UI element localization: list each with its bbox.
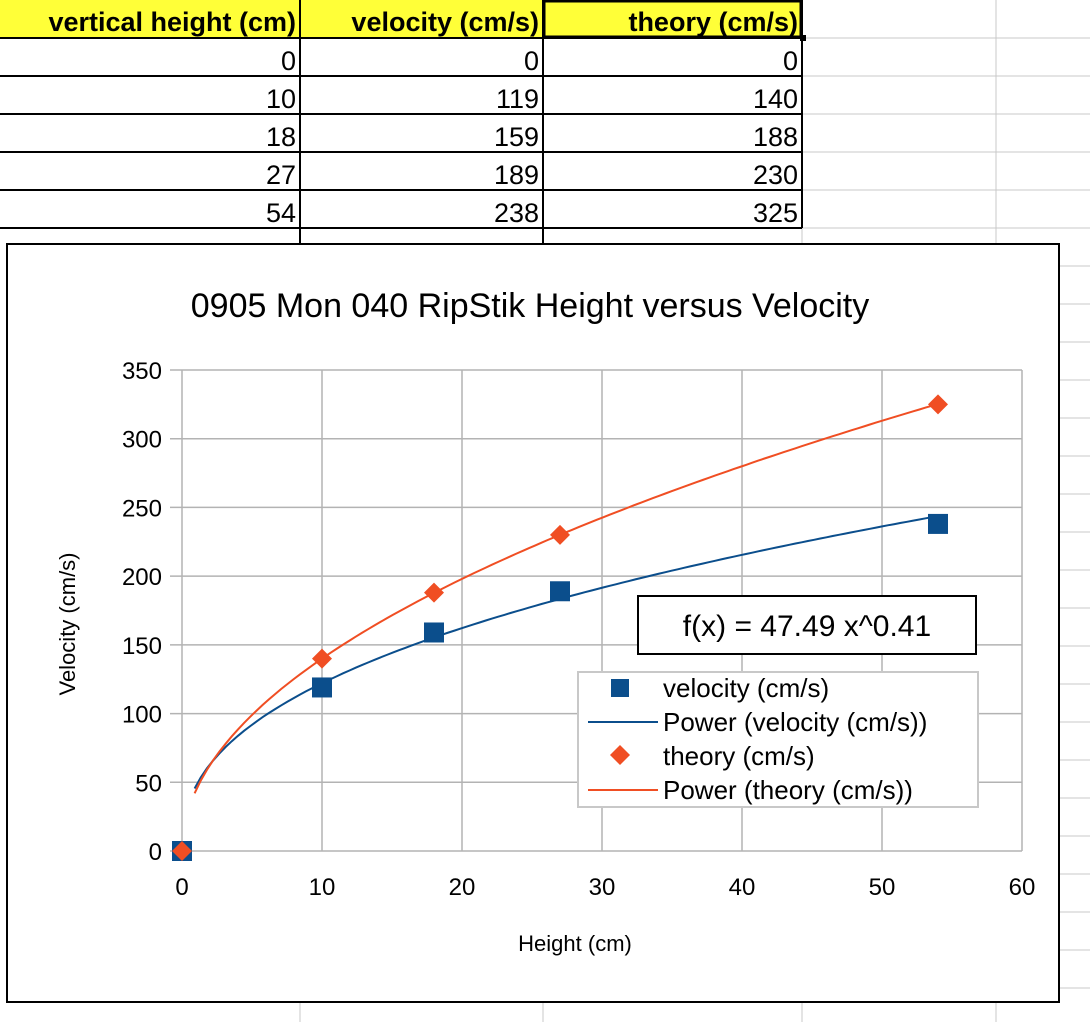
legend: velocity (cm/s) Power (velocity (cm/s)) … <box>577 671 979 808</box>
x-tick-label: 20 <box>449 874 476 901</box>
velocity-point <box>312 677 332 698</box>
header-fill <box>0 0 802 38</box>
x-tick-label: 40 <box>729 874 756 901</box>
x-axis-label: Height (cm) <box>518 931 632 956</box>
legend-velocity-label: velocity (cm/s) <box>663 673 829 703</box>
x-tick-label: 10 <box>309 874 336 901</box>
y-tick-label: 0 <box>149 839 162 866</box>
y-tick-label: 300 <box>122 427 162 454</box>
table-cell[interactable]: 10 <box>266 84 296 114</box>
legend-velocity-trend-label: Power (velocity (cm/s)) <box>663 707 927 737</box>
theory-point <box>928 394 948 415</box>
legend-velocity-marker <box>611 679 629 697</box>
chart-plot: 0905 Mon 040 RipStik Height versus Veloc… <box>55 287 1035 956</box>
theory-point <box>424 582 444 603</box>
table-cell[interactable]: 54 <box>266 198 296 228</box>
theory-point <box>172 841 192 861</box>
data-markers <box>172 394 948 861</box>
y-axis-label: Velocity (cm/s) <box>55 552 80 695</box>
x-tick-label: 50 <box>869 874 896 901</box>
table-cell[interactable]: 325 <box>753 198 798 228</box>
table-borders <box>0 0 803 243</box>
y-tick-label: 250 <box>122 495 162 522</box>
legend-theory-marker <box>610 745 630 765</box>
equation-label: f(x) = 47.49 x^0.41 <box>683 610 931 643</box>
table-cell[interactable]: 0 <box>524 46 539 76</box>
legend-theory-label: theory (cm/s) <box>663 741 815 771</box>
table-cell[interactable]: 119 <box>496 84 539 114</box>
chart-title: 0905 Mon 040 RipStik Height versus Veloc… <box>191 287 869 325</box>
table-cell[interactable]: 238 <box>494 198 539 228</box>
header-vertical-height[interactable]: vertical height (cm) <box>48 7 296 37</box>
table-cell[interactable]: 140 <box>753 84 798 114</box>
velocity-point <box>424 622 444 643</box>
table-cell[interactable]: 0 <box>783 46 798 76</box>
chart-object[interactable]: 0905 Mon 040 RipStik Height versus Veloc… <box>6 243 1060 1003</box>
table-cell[interactable]: 189 <box>494 160 539 190</box>
table-header-row: vertical height (cm) velocity (cm/s) the… <box>48 7 798 37</box>
y-tick-label: 150 <box>122 633 162 660</box>
y-tick-label: 100 <box>122 702 162 729</box>
table-cell[interactable]: 159 <box>494 122 539 152</box>
table-cell[interactable]: 0 <box>281 46 296 76</box>
header-velocity[interactable]: velocity (cm/s) <box>351 7 539 37</box>
table-cell[interactable]: 188 <box>753 122 798 152</box>
y-tick-label: 200 <box>122 564 162 591</box>
velocity-point <box>550 581 570 602</box>
table-cell[interactable]: 27 <box>266 160 296 190</box>
legend-theory-trend-label: Power (theory (cm/s)) <box>663 775 913 805</box>
table-cell[interactable]: 230 <box>753 160 798 190</box>
x-tick-label: 30 <box>589 874 616 901</box>
table-body: 0 0 0 10 119 140 18 159 188 27 189 230 5… <box>266 46 798 228</box>
tick-labels: 0 10 20 30 40 50 60 0 50 100 150 200 250 300 350 <box>122 358 1035 901</box>
y-tick-label: 350 <box>122 358 162 385</box>
equation-box: f(x) = 47.49 x^0.41 <box>637 595 977 655</box>
header-theory[interactable]: theory (cm/s) <box>628 7 798 37</box>
y-tick-label: 50 <box>135 770 162 797</box>
x-tick-label: 0 <box>175 874 188 901</box>
theory-point <box>312 648 332 669</box>
x-tick-label: 60 <box>1009 874 1036 901</box>
theory-point <box>550 524 570 545</box>
table-cell[interactable]: 18 <box>266 122 296 152</box>
velocity-point <box>928 513 948 534</box>
